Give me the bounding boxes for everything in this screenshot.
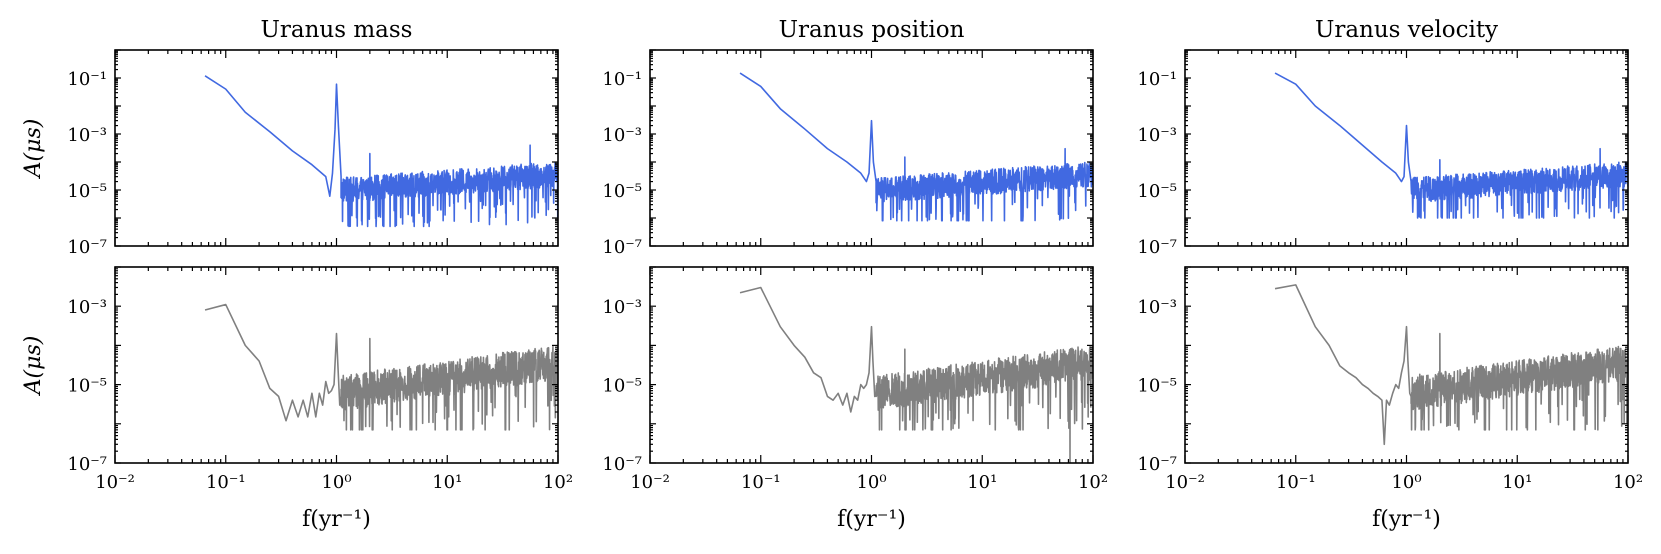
y-tick-label: 10⁻⁷ <box>602 237 642 258</box>
y-tick-label: 10⁻⁷ <box>1137 237 1177 258</box>
x-axis-label: f(yr⁻¹) <box>837 507 906 532</box>
x-tick-label: 10² <box>543 472 573 493</box>
chart-title: Uranus position <box>779 17 965 43</box>
plot-frame <box>114 49 559 247</box>
y-tick-label: 10⁻¹ <box>67 69 107 90</box>
y-tick-label: 10⁻⁵ <box>1137 181 1177 202</box>
x-tick-label: 10⁻¹ <box>1276 472 1316 493</box>
x-tick-label: 10¹ <box>967 472 997 493</box>
x-axis-label: f(yr⁻¹) <box>302 507 371 532</box>
y-tick-label: 10⁻³ <box>67 125 107 146</box>
chart-panel-4: 10⁻⁷ 10⁻⁵ 10⁻³ 10⁻² 10⁻¹ 10⁰ 10¹ 10² f(yr⁻¹) A(μs… <box>21 266 573 532</box>
y-tick-label: 10⁻³ <box>602 297 642 318</box>
chart-title: Uranus mass <box>261 17 413 43</box>
series-line-4 <box>204 303 558 431</box>
x-tick-label: 10⁻² <box>1165 472 1205 493</box>
y-tick-label: 10⁻¹ <box>602 69 642 90</box>
chart-panel-5: 10⁻⁷ 10⁻⁵ 10⁻³ 10⁻² 10⁻¹ 10⁰ 10¹ 10² f(yr⁻¹) <box>602 266 1108 532</box>
chart-panel-6: 10⁻⁷ 10⁻⁵ 10⁻³ 10⁻² 10⁻¹ 10⁰ 10¹ 10² f(yr⁻¹) <box>1137 266 1643 532</box>
y-tick-label: 10⁻⁷ <box>67 237 107 258</box>
chart-panel-1: 10⁻⁷ 10⁻⁵ 10⁻³ 10⁻¹ Uranus mass A(μs) <box>21 17 559 258</box>
x-tick-label: 10² <box>1078 472 1108 493</box>
chart-panel-2: 10⁻⁷ 10⁻⁵ 10⁻³ 10⁻¹ Uranus position <box>602 17 1094 258</box>
plot-frame <box>1184 49 1629 247</box>
x-tick-label: 10⁰ <box>1391 472 1421 493</box>
y-tick-label: 10⁻³ <box>1137 125 1177 146</box>
chart-title: Uranus velocity <box>1315 17 1498 43</box>
x-tick-label: 10⁰ <box>321 472 351 493</box>
y-tick-label: 10⁻³ <box>602 125 642 146</box>
y-tick-label: 10⁻⁷ <box>602 454 642 475</box>
y-tick-label: 10⁻⁵ <box>67 181 107 202</box>
series-line-6 <box>1274 284 1628 446</box>
y-tick-label: 10⁻³ <box>1137 297 1177 318</box>
x-tick-label: 10⁻² <box>95 472 135 493</box>
plot-frame <box>114 266 559 464</box>
series-line-1 <box>204 75 558 228</box>
y-axis-label: A(μs) <box>21 119 46 180</box>
x-tick-label: 10¹ <box>1502 472 1532 493</box>
x-axis-label: f(yr⁻¹) <box>1372 507 1441 532</box>
y-tick-label: 10⁻⁵ <box>67 376 107 397</box>
y-tick-label: 10⁻¹ <box>1137 69 1177 90</box>
y-tick-label: 10⁻⁵ <box>1137 376 1177 397</box>
y-tick-label: 10⁻⁵ <box>602 376 642 397</box>
x-tick-label: 10⁰ <box>856 472 886 493</box>
y-tick-label: 10⁻⁵ <box>602 181 642 202</box>
plot-frame <box>649 49 1094 247</box>
x-tick-label: 10⁻² <box>630 472 670 493</box>
y-tick-label: 10⁻⁷ <box>1137 454 1177 475</box>
y-tick-label: 10⁻³ <box>67 297 107 318</box>
series-line-3 <box>1274 72 1628 219</box>
y-tick-label: 10⁻⁷ <box>67 454 107 475</box>
x-tick-label: 10⁻¹ <box>206 472 246 493</box>
y-axis-label: A(μs) <box>21 336 46 397</box>
chart-panel-3: 10⁻⁷ 10⁻⁵ 10⁻³ 10⁻¹ Uranus velocity <box>1137 17 1629 258</box>
series-line-5 <box>739 286 1093 463</box>
x-tick-label: 10⁻¹ <box>741 472 781 493</box>
series-line-2 <box>739 72 1093 222</box>
x-tick-label: 10¹ <box>432 472 462 493</box>
x-tick-label: 10² <box>1613 472 1643 493</box>
